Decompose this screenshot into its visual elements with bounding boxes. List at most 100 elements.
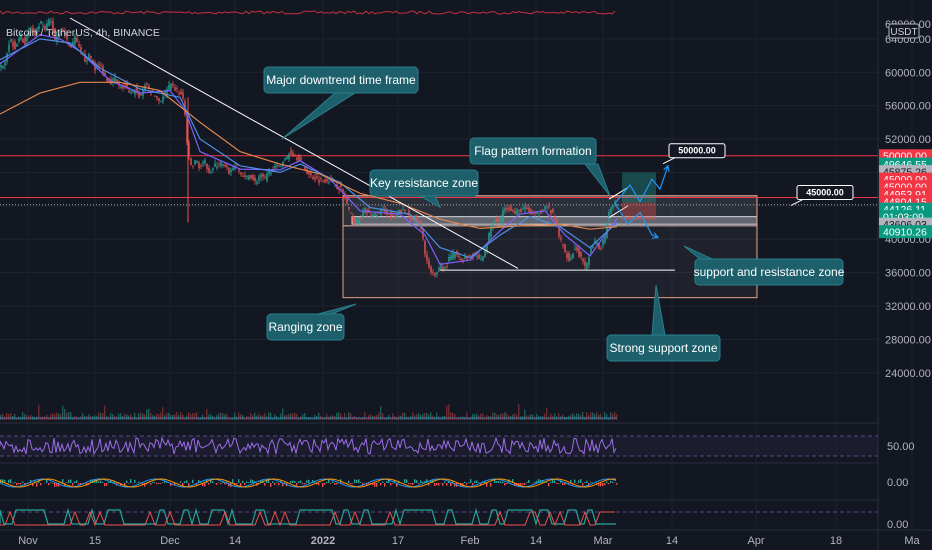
candle-body[interactable] xyxy=(550,209,552,214)
candle-body[interactable] xyxy=(262,173,264,177)
candle-body[interactable] xyxy=(348,206,350,209)
candle-body[interactable] xyxy=(554,215,556,218)
candle-body[interactable] xyxy=(494,220,496,222)
candle-body[interactable] xyxy=(346,197,348,204)
candle-body[interactable] xyxy=(558,228,560,237)
price-axis[interactable]: 68000.0064000.0060000.0056000.0052000.00… xyxy=(879,19,932,531)
candle-body[interactable] xyxy=(156,96,158,99)
candle-body[interactable] xyxy=(264,176,266,178)
candle-body[interactable] xyxy=(32,27,34,32)
candle-body[interactable] xyxy=(294,155,296,157)
candle-body[interactable] xyxy=(162,96,164,102)
candle-body[interactable] xyxy=(56,36,58,42)
candle-body[interactable] xyxy=(572,253,574,259)
flag-lower-line[interactable] xyxy=(608,205,629,218)
candle-body[interactable] xyxy=(444,266,446,269)
candle-body[interactable] xyxy=(62,30,64,32)
callout-5[interactable]: Strong support zone xyxy=(606,284,721,362)
candle-body[interactable] xyxy=(326,179,328,182)
candle-body[interactable] xyxy=(576,247,578,251)
candle-body[interactable] xyxy=(240,172,242,175)
candle-body[interactable] xyxy=(410,215,412,220)
candle-body[interactable] xyxy=(370,214,372,217)
candle-body[interactable] xyxy=(80,47,82,51)
candle-body[interactable] xyxy=(400,210,402,214)
candle-body[interactable] xyxy=(486,245,488,251)
candle-body[interactable] xyxy=(440,264,442,270)
candle-body[interactable] xyxy=(464,256,466,259)
candle-body[interactable] xyxy=(448,257,450,262)
candle-body[interactable] xyxy=(188,143,190,157)
candle-body[interactable] xyxy=(476,255,478,257)
time-axis[interactable]: Nov 15 Dec 14 2022 17 Feb 14 Mar 14 Apr 18 Ma xyxy=(18,535,920,547)
flag-upper-line[interactable] xyxy=(608,187,629,200)
candle-body[interactable] xyxy=(316,175,318,178)
candle-body[interactable] xyxy=(516,210,518,215)
candle-body[interactable] xyxy=(458,256,460,258)
candle-body[interactable] xyxy=(416,215,418,222)
candle-body[interactable] xyxy=(392,214,394,216)
candle-body[interactable] xyxy=(396,214,398,218)
candle-body[interactable] xyxy=(274,165,276,169)
candle-body[interactable] xyxy=(312,176,314,179)
candle-body[interactable] xyxy=(116,79,118,83)
callout-1[interactable]: Flag pattern formation xyxy=(469,137,611,197)
candle-body[interactable] xyxy=(528,207,530,212)
candle-body[interactable] xyxy=(220,161,222,166)
candle-body[interactable] xyxy=(238,170,240,172)
candle-body[interactable] xyxy=(58,34,60,38)
candle-body[interactable] xyxy=(430,266,432,273)
candle-body[interactable] xyxy=(544,206,546,209)
candle-body[interactable] xyxy=(514,211,516,214)
candle-body[interactable] xyxy=(10,39,12,42)
candle-body[interactable] xyxy=(182,92,184,99)
callout-0[interactable]: Major downtrend time frame xyxy=(263,66,419,140)
candle-body[interactable] xyxy=(50,21,52,23)
candle-body[interactable] xyxy=(248,175,250,181)
candle-body[interactable] xyxy=(100,65,102,67)
candle-body[interactable] xyxy=(170,83,172,90)
candle-body[interactable] xyxy=(278,165,280,167)
candle-body[interactable] xyxy=(212,167,214,170)
candle-body[interactable] xyxy=(64,31,66,36)
candle-body[interactable] xyxy=(202,162,204,164)
candle-body[interactable] xyxy=(360,218,362,220)
candle-body[interactable] xyxy=(300,157,302,160)
candle-body[interactable] xyxy=(496,218,498,222)
candle-body[interactable] xyxy=(44,25,46,30)
candle-body[interactable] xyxy=(28,28,30,36)
candle-body[interactable] xyxy=(88,53,90,60)
candle-body[interactable] xyxy=(424,240,426,255)
candle-body[interactable] xyxy=(254,177,256,182)
candle-body[interactable] xyxy=(408,210,410,216)
candle-body[interactable] xyxy=(478,254,480,260)
candle-body[interactable] xyxy=(356,218,358,223)
candle-body[interactable] xyxy=(126,82,128,89)
candle-body[interactable] xyxy=(196,161,198,163)
callout-box[interactable] xyxy=(606,334,721,362)
candle-body[interactable] xyxy=(432,272,434,274)
candle-body[interactable] xyxy=(216,166,218,169)
candle-body[interactable] xyxy=(526,207,528,209)
candle-body[interactable] xyxy=(498,219,500,222)
candle-body[interactable] xyxy=(452,253,454,259)
candle-body[interactable] xyxy=(374,212,376,216)
candle-body[interactable] xyxy=(242,175,244,177)
callout-box[interactable] xyxy=(266,313,345,341)
candle-body[interactable] xyxy=(134,90,136,95)
candle-body[interactable] xyxy=(324,179,326,183)
candle-body[interactable] xyxy=(164,91,166,95)
candle-body[interactable] xyxy=(198,162,200,169)
candle-body[interactable] xyxy=(12,42,14,47)
candle-body[interactable] xyxy=(598,242,600,250)
candle-body[interactable] xyxy=(36,28,38,35)
annotations-layer[interactable]: 50000.00 45000.00 xyxy=(662,143,854,206)
candle-body[interactable] xyxy=(556,218,558,226)
candle-body[interactable] xyxy=(26,36,28,41)
candle-body[interactable] xyxy=(546,206,548,208)
candle-body[interactable] xyxy=(364,207,366,213)
candle-body[interactable] xyxy=(22,39,24,43)
candle-body[interactable] xyxy=(102,66,104,75)
candle-body[interactable] xyxy=(314,177,316,180)
